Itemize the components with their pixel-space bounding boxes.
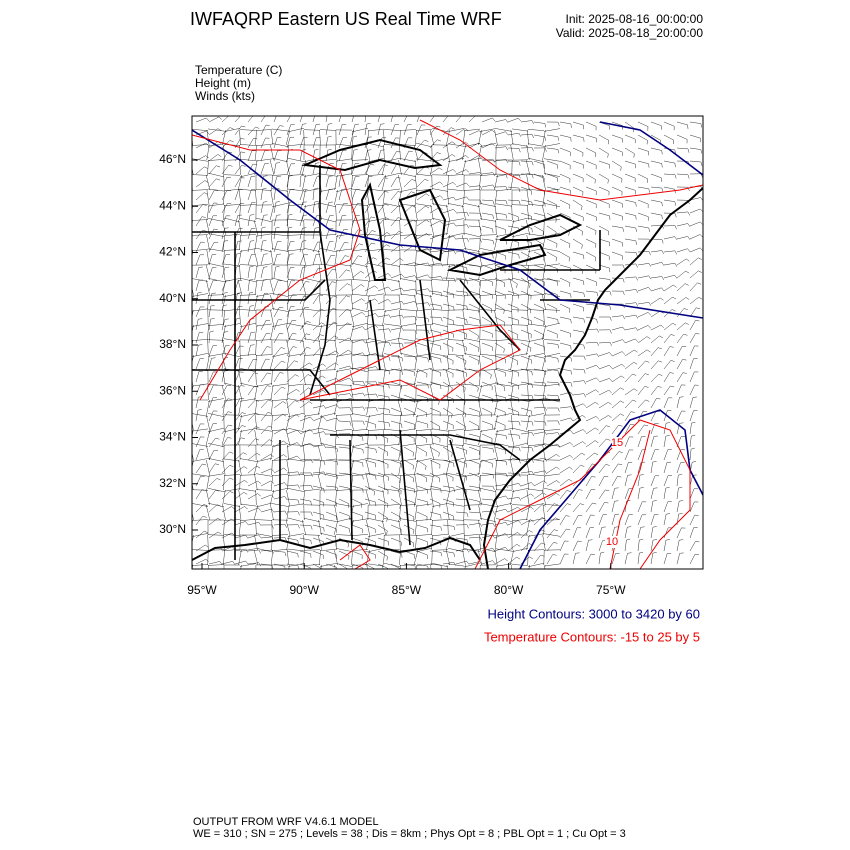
height-contour: [599, 121, 703, 176]
lon-label: 80°W: [494, 583, 524, 597]
great-lakes: [301, 138, 583, 281]
axis-labels: 46°N 44°N 42°N 40°N 38°N 36°N 34°N 32°N 30°N 95°W…: [159, 152, 626, 597]
map-frame: [191, 115, 704, 570]
valid-time: Valid: 2025-08-18_20:00:00: [556, 26, 704, 40]
height-contour: [192, 129, 703, 319]
lat-label: 32°N: [159, 476, 186, 490]
lat-label: 46°N: [159, 152, 186, 166]
height-legend: Height Contours: 3000 to 3420 by 60: [488, 606, 700, 621]
height-contour: [519, 409, 703, 569]
county-grid: [192, 127, 561, 569]
field-label: Winds (kts): [195, 89, 255, 103]
lat-label: 42°N: [159, 245, 186, 259]
label-bg: [605, 536, 619, 548]
lat-label: 40°N: [159, 291, 186, 305]
lat-label: 34°N: [159, 430, 186, 444]
temperature-contour: [609, 429, 651, 569]
lon-label: 90°W: [289, 583, 319, 597]
temperature-contour: [192, 134, 361, 401]
wind-barbs: [195, 116, 703, 569]
lat-label: 38°N: [159, 337, 186, 351]
footer-line: OUTPUT FROM WRF V4.6.1 MODEL: [193, 816, 379, 828]
lat-label: 44°N: [159, 198, 186, 212]
temperature-contour: [419, 119, 703, 201]
wind-barb-set: [195, 116, 703, 569]
init-time: Init: 2025-08-16_00:00:00: [566, 12, 704, 26]
lon-label: 75°W: [596, 583, 626, 597]
lat-label: 30°N: [159, 522, 186, 536]
contour-label: 15: [611, 437, 623, 449]
temperature-contour: [339, 544, 371, 569]
lon-label: 85°W: [392, 583, 422, 597]
contour-label: 10: [606, 536, 618, 548]
temperature-contour: [299, 324, 521, 401]
gulf-coast: [192, 536, 481, 561]
label-bg: [612, 437, 622, 448]
temperature-contour: [474, 419, 691, 569]
field-label: Height (m): [195, 76, 251, 90]
temperature-legend: Temperature Contours: -15 to 25 by 5: [484, 629, 700, 644]
map-area: [192, 116, 703, 569]
footer-line: WE = 310 ; SN = 275 ; Levels = 38 ; Dis …: [193, 828, 626, 840]
county-lines: [192, 127, 561, 569]
field-label: Temperature (C): [195, 63, 282, 77]
title: IWFAQRP Eastern US Real Time WRF: [190, 9, 502, 29]
lat-label: 36°N: [159, 383, 186, 397]
lon-label: 95°W: [187, 583, 217, 597]
coastline: [482, 187, 703, 569]
